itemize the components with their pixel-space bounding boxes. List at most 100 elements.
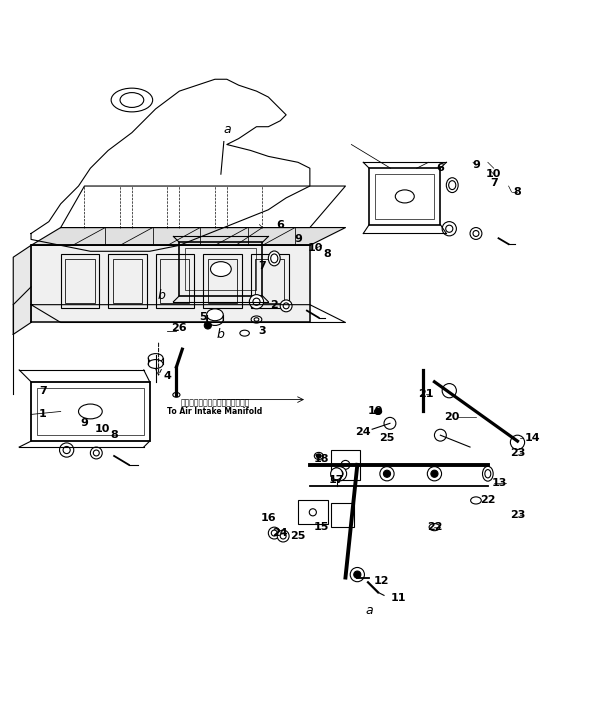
Circle shape xyxy=(268,527,280,539)
Bar xyxy=(61,254,100,308)
Bar xyxy=(250,254,289,308)
Text: 8: 8 xyxy=(514,187,522,197)
Text: 23: 23 xyxy=(510,510,525,521)
Circle shape xyxy=(384,417,396,430)
Circle shape xyxy=(271,530,277,536)
Circle shape xyxy=(277,530,289,542)
Circle shape xyxy=(375,408,381,414)
Ellipse shape xyxy=(341,460,350,470)
Circle shape xyxy=(446,225,453,232)
Text: 18: 18 xyxy=(314,454,330,464)
Text: 22: 22 xyxy=(480,496,496,505)
Circle shape xyxy=(380,467,394,481)
Circle shape xyxy=(434,430,446,441)
Ellipse shape xyxy=(483,467,493,481)
Circle shape xyxy=(333,467,347,481)
Bar xyxy=(185,248,256,290)
Bar xyxy=(113,259,142,303)
Text: 12: 12 xyxy=(373,576,389,585)
Text: 8: 8 xyxy=(110,430,118,440)
Bar xyxy=(208,259,237,303)
Bar xyxy=(369,168,440,225)
Text: 1: 1 xyxy=(39,409,47,419)
Circle shape xyxy=(60,443,74,457)
Text: 14: 14 xyxy=(524,433,540,443)
Text: 22: 22 xyxy=(427,522,442,532)
Text: b: b xyxy=(157,289,166,302)
Ellipse shape xyxy=(395,190,414,203)
Circle shape xyxy=(253,298,260,305)
Text: 5: 5 xyxy=(199,312,207,322)
Bar xyxy=(331,450,361,480)
Ellipse shape xyxy=(173,392,180,397)
Circle shape xyxy=(470,228,482,240)
Polygon shape xyxy=(31,305,346,323)
Text: To Air Intake Manifold: To Air Intake Manifold xyxy=(167,407,263,416)
Ellipse shape xyxy=(446,178,458,193)
Text: 10: 10 xyxy=(95,424,110,435)
Circle shape xyxy=(283,303,289,309)
Ellipse shape xyxy=(207,314,224,325)
Text: 23: 23 xyxy=(510,448,525,458)
Polygon shape xyxy=(31,228,346,245)
Ellipse shape xyxy=(207,309,224,321)
Bar xyxy=(108,254,147,308)
Text: 24: 24 xyxy=(272,528,288,538)
Text: 7: 7 xyxy=(39,386,47,396)
Circle shape xyxy=(280,300,292,312)
Ellipse shape xyxy=(429,523,440,531)
Circle shape xyxy=(336,470,343,478)
Text: 6: 6 xyxy=(277,220,284,229)
Ellipse shape xyxy=(210,261,231,277)
Circle shape xyxy=(510,435,524,449)
Text: エアーインテークマニホールドヘ: エアーインテークマニホールドヘ xyxy=(180,398,250,407)
Circle shape xyxy=(63,446,70,454)
Circle shape xyxy=(91,447,103,459)
Circle shape xyxy=(331,468,343,480)
Ellipse shape xyxy=(314,452,323,459)
Ellipse shape xyxy=(471,497,482,504)
Text: 10: 10 xyxy=(308,243,324,253)
Bar xyxy=(375,174,434,218)
Text: 7: 7 xyxy=(259,261,266,271)
Bar xyxy=(31,381,150,441)
Text: 21: 21 xyxy=(418,389,433,399)
Ellipse shape xyxy=(148,360,163,368)
Bar xyxy=(203,254,241,308)
Polygon shape xyxy=(13,245,31,334)
Text: 19: 19 xyxy=(367,406,383,416)
Ellipse shape xyxy=(79,404,103,419)
Text: 16: 16 xyxy=(260,513,276,523)
Circle shape xyxy=(383,470,390,478)
Ellipse shape xyxy=(240,331,249,336)
Circle shape xyxy=(94,450,100,456)
Text: 25: 25 xyxy=(290,531,306,541)
Ellipse shape xyxy=(148,354,163,363)
Ellipse shape xyxy=(268,251,280,266)
Text: a: a xyxy=(365,604,373,617)
Text: 26: 26 xyxy=(172,323,187,333)
Text: 20: 20 xyxy=(445,412,460,422)
Ellipse shape xyxy=(374,408,381,414)
Text: 25: 25 xyxy=(379,433,395,443)
Text: b: b xyxy=(217,328,225,341)
Circle shape xyxy=(354,571,361,578)
Bar xyxy=(255,259,284,303)
Text: 10: 10 xyxy=(486,169,501,179)
Bar xyxy=(156,254,194,308)
Bar xyxy=(160,259,190,303)
Ellipse shape xyxy=(309,509,316,516)
Bar xyxy=(66,259,95,303)
Ellipse shape xyxy=(254,317,259,321)
Text: 8: 8 xyxy=(324,249,331,259)
Polygon shape xyxy=(31,79,310,251)
Circle shape xyxy=(473,231,479,237)
Text: 17: 17 xyxy=(329,475,344,485)
Text: 2: 2 xyxy=(271,300,278,309)
Text: 9: 9 xyxy=(472,160,480,170)
Text: a: a xyxy=(223,123,231,136)
Text: 9: 9 xyxy=(80,419,88,428)
Text: 15: 15 xyxy=(314,522,330,532)
Circle shape xyxy=(431,470,438,478)
Circle shape xyxy=(442,221,457,236)
